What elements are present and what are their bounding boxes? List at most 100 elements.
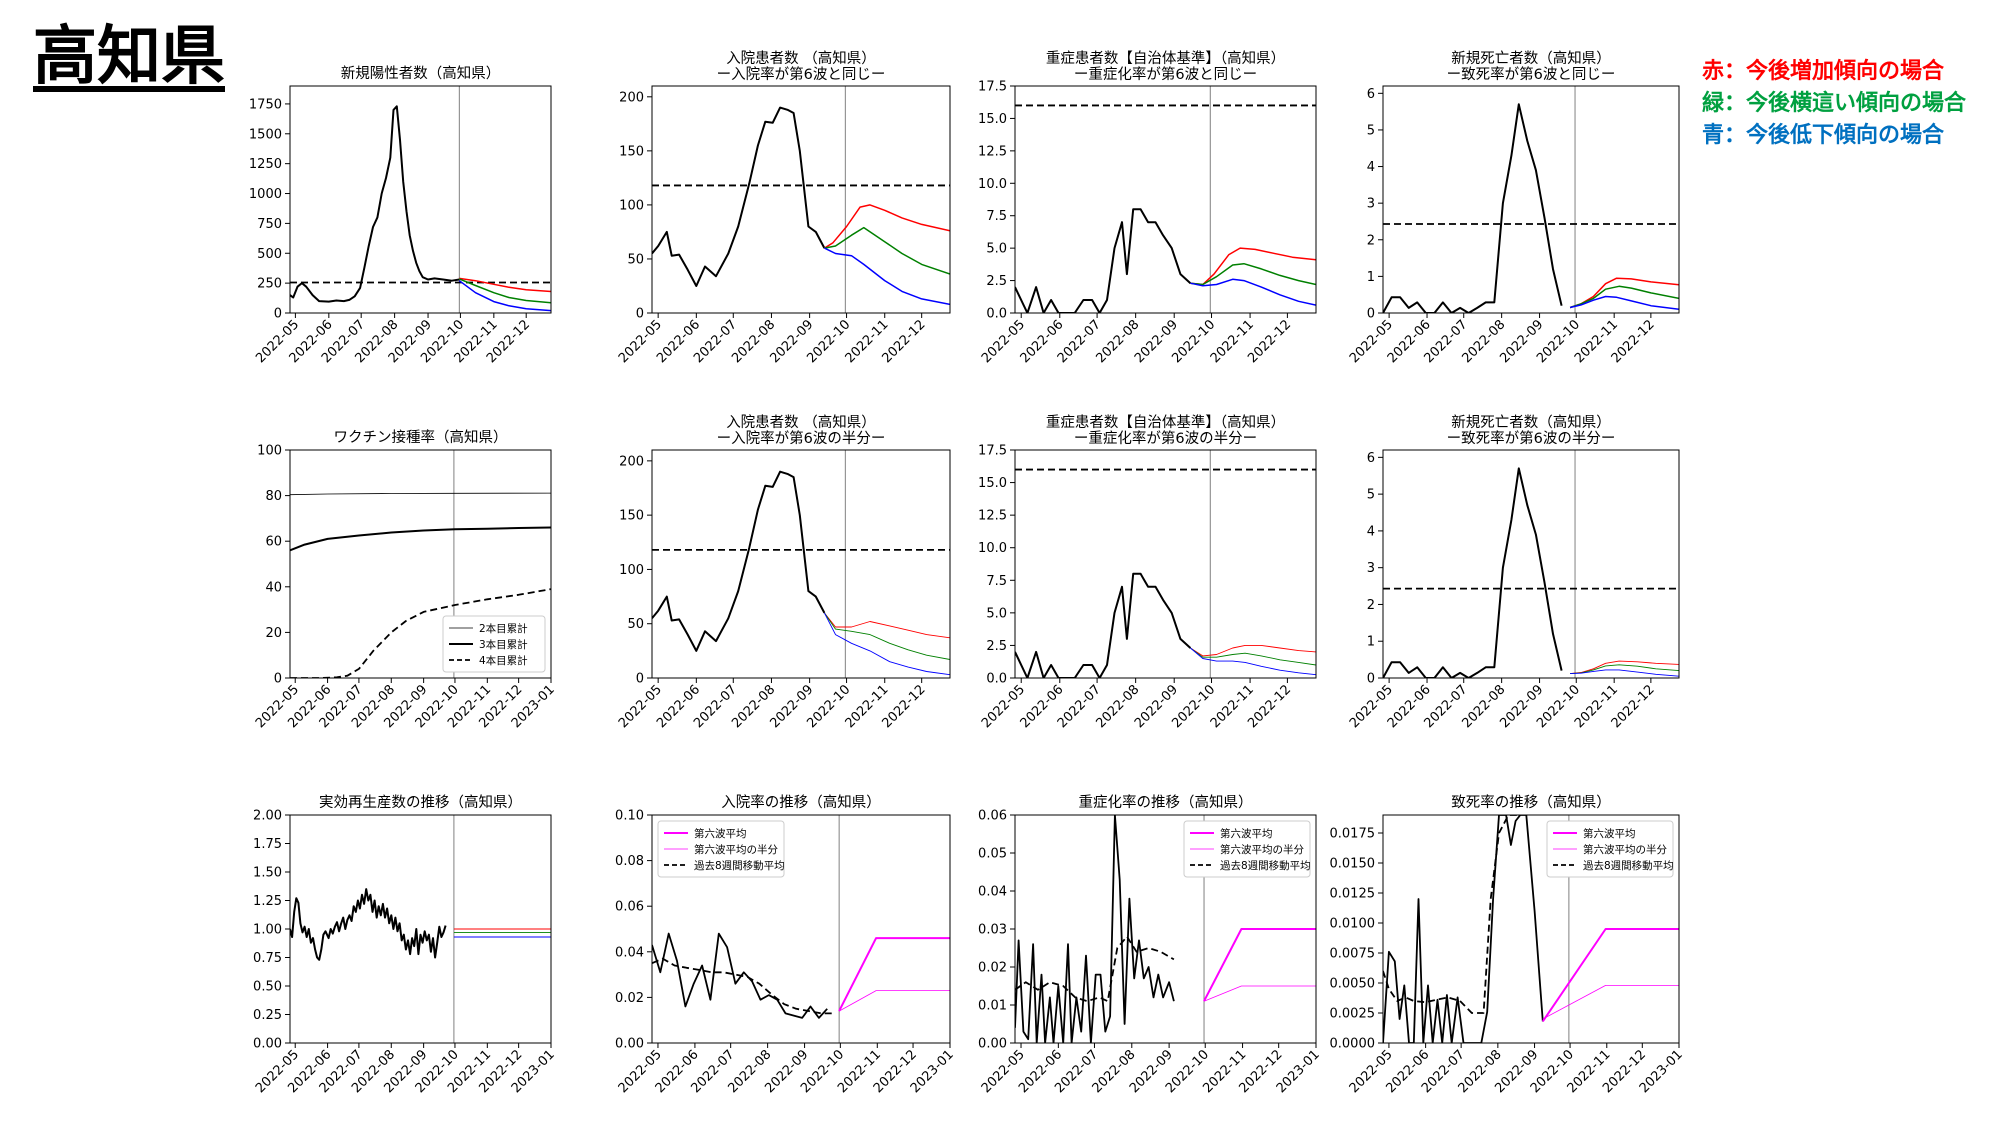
note-red: 赤：今後増加傾向の場合	[1702, 59, 1945, 84]
series-line-4	[1203, 985, 1316, 1002]
series-line-2	[824, 204, 950, 249]
series-line-2	[290, 526, 551, 552]
y-tick-label: 200	[619, 90, 644, 105]
y-tick-label: 0	[1367, 672, 1375, 687]
y-tick-label: 0	[274, 307, 282, 322]
plot-area	[1015, 86, 1316, 313]
plot-area	[290, 86, 551, 313]
y-tick-label: 0.02	[978, 961, 1007, 976]
y-tick-label: 0.0150	[1330, 857, 1376, 872]
legend-label: 3本目累計	[479, 638, 528, 651]
chart-8: 新規死亡者数（高知県）ー致死率が第6波の半分ー01234562022-05202…	[1347, 414, 1680, 731]
y-tick-label: 50	[627, 252, 644, 267]
y-tick-label: 12.5	[978, 144, 1007, 159]
legend-label: 第六波平均	[694, 827, 747, 840]
series-line-2	[1570, 660, 1679, 675]
plot-area	[290, 815, 551, 1043]
plot-area	[1015, 450, 1316, 678]
y-tick-label: 0.0175	[1330, 827, 1376, 842]
chart-subtitle: ー重症化率が第6波と同じー	[1074, 65, 1257, 83]
legend-label: 第六波平均の半分	[694, 843, 778, 856]
y-tick-label: 0	[636, 307, 644, 322]
y-tick-label: 17.5	[978, 80, 1007, 95]
chart-legend: 2本目累計 3本目累計 4本目累計	[442, 615, 546, 673]
series-line-3	[1190, 647, 1316, 666]
series-line-3	[1569, 285, 1679, 309]
series-line-1	[652, 106, 826, 287]
series-line-3	[824, 612, 950, 660]
plot-area	[652, 815, 950, 1043]
series-line-4	[1190, 278, 1316, 306]
chart-title: 重症患者数【自治体基準】（高知県）	[1046, 414, 1285, 431]
y-tick-label: 12.5	[978, 509, 1007, 524]
y-tick-label: 500	[257, 247, 282, 262]
note-blue: 青：今後低下傾向の場合	[1702, 123, 1945, 148]
y-tick-label: 0	[636, 672, 644, 687]
y-tick-label: 0.0100	[1330, 917, 1376, 932]
series-line-4	[1570, 669, 1679, 677]
y-tick-label: 3	[1367, 197, 1375, 212]
y-tick-label: 6	[1367, 451, 1375, 466]
y-tick-label: 5	[1367, 488, 1375, 503]
series-line-4	[823, 612, 950, 676]
y-tick-label: 0.00	[615, 1037, 644, 1052]
plot-area	[652, 86, 950, 313]
y-tick-label: 100	[619, 563, 644, 578]
chart-title: 実効再生産数の推移（高知県）	[319, 794, 522, 811]
plot-area	[652, 450, 950, 678]
axes-frame	[651, 814, 951, 1044]
y-tick-label: 1250	[249, 157, 282, 172]
legend-box	[657, 820, 785, 878]
y-tick-label: 1.00	[253, 923, 282, 938]
y-tick-label: 80	[265, 489, 282, 504]
series-line-3	[1203, 928, 1316, 1002]
axes-frame	[1382, 449, 1680, 679]
y-tick-label: 0.10	[615, 809, 644, 824]
series-line-3	[1190, 262, 1316, 286]
chart-10: 入院率の推移（高知県）0.000.020.040.060.080.102022-…	[615, 794, 957, 1096]
plot-area	[1383, 86, 1679, 313]
axes-frame	[1014, 85, 1317, 314]
y-tick-label: 0	[1367, 307, 1375, 322]
series-line-1	[290, 492, 551, 496]
series-line-3	[459, 278, 551, 304]
series-line-4	[1542, 985, 1679, 1020]
legend-label: 第六波平均の半分	[1583, 843, 1667, 856]
y-tick-label: 2	[1367, 233, 1375, 248]
y-tick-label: 0.50	[253, 980, 282, 995]
chart-subtitle: ー重症化率が第6波の半分ー	[1074, 429, 1257, 447]
chart-title: ワクチン接種率（高知県）	[334, 429, 508, 446]
legend-label: 過去8週間移動平均	[1583, 859, 1674, 872]
legend-label: 第六波平均の半分	[1220, 843, 1304, 856]
series-line-4	[1569, 295, 1679, 311]
series-line-1	[1383, 467, 1563, 678]
y-tick-label: 0.0075	[1330, 947, 1376, 962]
series-line-1	[290, 888, 447, 961]
y-tick-label: 0.00	[253, 1037, 282, 1052]
series-line-3	[838, 937, 950, 1012]
series-line-2	[1015, 935, 1175, 1003]
axes-frame	[289, 85, 552, 314]
y-tick-label: 7.5	[986, 574, 1007, 589]
series-line-3	[1570, 664, 1679, 675]
y-tick-label: 0.0050	[1330, 977, 1376, 992]
y-tick-label: 2.5	[986, 274, 1007, 289]
y-tick-label: 60	[265, 535, 282, 550]
axes-frame	[1382, 814, 1680, 1044]
series-line-1	[652, 932, 828, 1019]
chart-11: 重症化率の推移（高知県） 0.00 0.01 0.02 0.03 0.04 0.05 0.06…	[978, 794, 1323, 1096]
y-tick-label: 40	[265, 580, 282, 595]
series-line-1	[290, 105, 460, 303]
y-tick-label: 7.5	[986, 209, 1007, 224]
series-line-2	[459, 277, 551, 293]
legend-label: 過去8週間移動平均	[694, 859, 785, 872]
y-tick-label: 2	[1367, 598, 1375, 613]
chart-title: 入院患者数 （高知県）	[726, 50, 876, 67]
chart-title: 新規陽性者数（高知県）	[341, 65, 501, 82]
plot-area	[1383, 815, 1679, 1043]
y-tick-label: 0.0	[986, 307, 1007, 322]
y-tick-label: 0.0	[986, 672, 1007, 687]
chart-title: 致死率の推移（高知県）	[1451, 794, 1611, 811]
y-tick-label: 200	[619, 454, 644, 469]
